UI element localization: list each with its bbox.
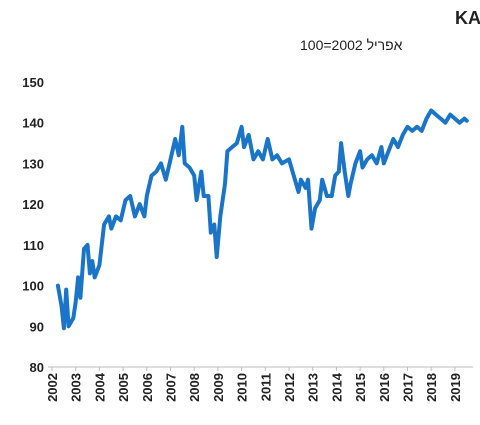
x-tick-label: 2016 (377, 373, 392, 402)
y-tick-label: 80 (30, 360, 44, 375)
y-tick-label: 90 (30, 319, 44, 334)
x-tick-label: 2019 (448, 373, 463, 402)
x-tick-label: 2011 (258, 373, 273, 401)
y-tick-label: 150 (22, 75, 44, 90)
x-tick-label: 2014 (329, 372, 344, 402)
chart-subtitle: אפריל 2002=100 (300, 37, 403, 53)
x-tick-label: 2012 (282, 373, 297, 402)
y-tick-label: 130 (22, 156, 44, 171)
x-tick-label: 2007 (164, 373, 179, 402)
chart-title: מדד אמון הצרכנים של בנק הפועלים ו-KANTAR (455, 8, 480, 28)
x-tick-label: 2017 (401, 373, 416, 402)
x-tick-label: 2004 (92, 372, 107, 402)
x-tick-label: 2010 (235, 373, 250, 402)
x-tick-label: 2008 (187, 373, 202, 402)
x-tick-label: 2018 (424, 373, 439, 402)
data-line (55, 108, 469, 331)
y-tick-label: 120 (22, 197, 44, 212)
x-tick-label: 2002 (45, 373, 60, 402)
x-tick-label: 2009 (211, 373, 226, 402)
x-tick-label: 2015 (353, 373, 368, 402)
x-tick-label: 2005 (116, 373, 131, 402)
x-tick-label: 2013 (306, 373, 321, 402)
x-tick-label: 2003 (69, 373, 84, 402)
x-tick-label: 2006 (140, 373, 155, 402)
y-tick-label: 100 (22, 279, 44, 294)
y-tick-label: 140 (22, 116, 44, 131)
y-tick-label: 110 (23, 238, 44, 253)
